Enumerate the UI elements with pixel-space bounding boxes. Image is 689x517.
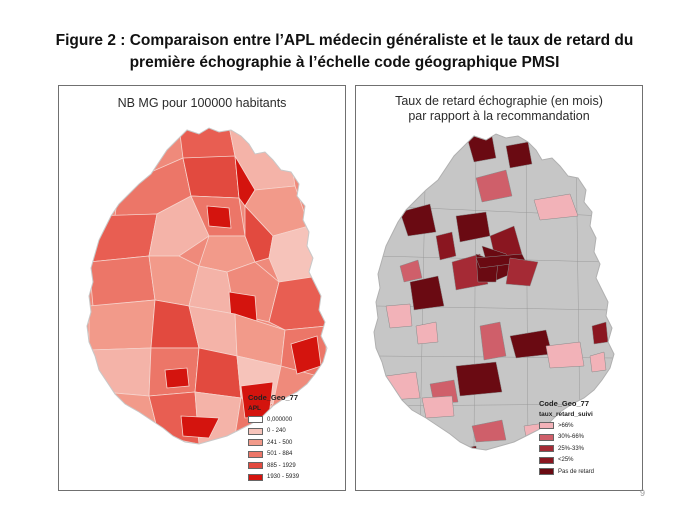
legend-label: 1930 - 5939: [267, 474, 300, 481]
apl-legend-item: 1930 - 5939: [248, 472, 299, 484]
legend-label: 30%-66%: [558, 434, 585, 441]
delay-legend-item: 25%-33%: [539, 443, 594, 455]
legend-swatch: [248, 450, 263, 458]
legend-swatch: [539, 445, 554, 453]
legend-label: >66%: [558, 422, 574, 429]
delay-legend: Code_Geo_77 taux_retard_suivi >66% 30%-66…: [539, 399, 594, 478]
legend-label: 885 - 1929: [267, 462, 296, 469]
delay-legend-item: Pas de retard: [539, 466, 594, 478]
legend-swatch: [539, 456, 554, 464]
legend-subtitle: taux_retard_suivi: [539, 411, 593, 418]
legend-swatch: [539, 422, 554, 430]
delay-legend-item: <25%: [539, 455, 594, 467]
page-number: 9: [640, 488, 646, 498]
legend-subtitle: APL: [248, 405, 261, 412]
delay-choropleth-map: [373, 133, 615, 451]
figure-title: Figure 2 : Comparaison entre l’APL médec…: [0, 30, 689, 74]
apl-legend-item: 0 - 240: [248, 426, 299, 438]
delay-map-title-line-2: par rapport à la recommandation: [408, 109, 590, 123]
legend-label: 0,000000: [267, 416, 293, 423]
legend-items: >66% 30%-66% 25%-33% <25% Pas de retard: [539, 420, 594, 478]
figure-title-line-2: première échographie à l’échelle code gé…: [129, 54, 560, 71]
delay-legend-item: 30%-66%: [539, 432, 594, 444]
legend-swatch: [248, 416, 263, 424]
legend-title: Code_Geo_77: [248, 393, 299, 402]
apl-map-panel: NB MG pour 100000 habitants Code_Geo_77 …: [58, 85, 346, 491]
apl-legend-item: 241 - 500: [248, 437, 299, 449]
legend-title: Code_Geo_77: [539, 399, 590, 408]
delay-map-title-line-1: Taux de retard échographie (en mois): [395, 94, 603, 108]
legend-label: 25%-33%: [558, 445, 585, 452]
legend-swatch: [248, 439, 263, 447]
apl-legend-item: 885 - 1929: [248, 460, 299, 472]
delay-map-title: Taux de retard échographie (en mois) par…: [356, 94, 642, 124]
legend-label: 501 - 884: [267, 451, 293, 458]
apl-legend-item: 0,000000: [248, 414, 299, 426]
legend-label: 0 - 240: [267, 428, 286, 435]
delay-map-panel: Taux de retard échographie (en mois) par…: [355, 85, 643, 491]
legend-label: 241 - 500: [267, 439, 293, 446]
apl-map-title: NB MG pour 100000 habitants: [117, 96, 287, 110]
legend-swatch: [539, 433, 554, 441]
legend-swatch: [248, 473, 263, 481]
legend-swatch: [248, 427, 263, 435]
legend-swatch: [248, 462, 263, 470]
figure-title-line-1: Figure 2 : Comparaison entre l’APL médec…: [55, 32, 634, 49]
legend-swatch: [539, 468, 554, 476]
apl-legend: Code_Geo_77 APL 0,000000 0 - 240 241 - 500…: [248, 393, 299, 483]
legend-label: Pas de retard: [558, 468, 595, 475]
apl-choropleth-map: [86, 127, 328, 445]
legend-items: 0,000000 0 - 240 241 - 500 501 - 884 885 - 1…: [248, 414, 299, 483]
delay-legend-item: >66%: [539, 420, 594, 432]
apl-legend-item: 501 - 884: [248, 449, 299, 461]
legend-label: <25%: [558, 457, 574, 464]
